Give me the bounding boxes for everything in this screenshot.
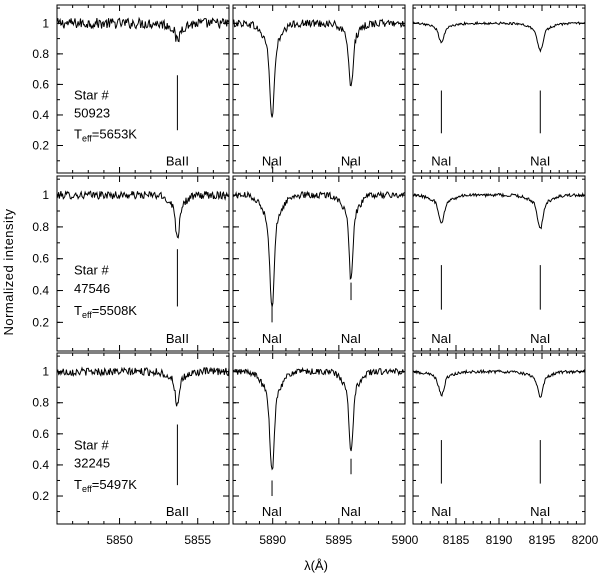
x-tick-label: 5850 [106,533,133,547]
y-tick-label: 0.8 [32,47,49,61]
x-tick-label: 5855 [184,533,211,547]
line-label: NaI [431,504,451,519]
y-tick-label: 1 [42,188,49,202]
spectrum-line [56,190,230,239]
y-tick-label: 1 [42,16,49,30]
star-teff: Teff=5508K [74,303,137,320]
y-tick-label: 0.8 [32,396,49,410]
line-label: NaI [262,331,282,346]
panel-frame [56,175,230,352]
panel-frame [412,175,586,352]
spectrum-line [56,16,230,43]
y-tick-label: 0.4 [32,108,49,122]
line-label: BaII [166,153,189,168]
star-label: Star # [74,263,109,278]
line-label: NaI [341,153,361,168]
star-teff: Teff=5497K [74,477,137,494]
spectrum-line [412,20,586,53]
line-label: NaI [530,331,550,346]
panel-frame [232,352,406,525]
line-label: NaI [530,153,550,168]
star-id: 32245 [74,455,110,470]
panel-frame [232,175,406,352]
y-tick-label: 0.8 [32,220,49,234]
x-tick-label: 5900 [392,533,419,547]
y-tick-label: 0.2 [32,139,49,153]
y-tick-label: 1 [42,365,49,379]
x-tick-label: 8185 [443,533,470,547]
y-tick-label: 0.4 [32,284,49,298]
line-label: BaII [166,504,189,519]
x-axis-label: λ(Å) [304,558,328,573]
panel-2-0: 0.2 0.4 0.6 0.8 1 5850 5855 BaII Star # 32245 Teff… [32,352,230,547]
panel-2-2: 8185 8190 8195 8200 NaI NaI [412,352,599,547]
x-tick-label: 5890 [259,533,286,547]
panel-1-2: NaI NaI [412,175,586,352]
star-label: Star # [74,88,109,103]
panel-frame [412,352,586,525]
panel-0-1: NaI NaI [232,4,406,174]
panel-0-0: 0.2 0.4 0.6 0.8 1 BaII Star # 50923 Teff=5653K [32,4,230,174]
panel-grid: 0.2 0.4 0.6 0.8 1 BaII Star # 50923 Teff=5653K Na… [32,4,599,547]
line-label: NaI [262,504,282,519]
panel-1-1: NaI NaI [232,175,406,352]
panel-0-2: NaI NaI [412,4,586,174]
star-id: 50923 [74,105,110,120]
spectrum-line [56,366,230,407]
spectrum-line [232,18,406,118]
y-tick-label: 0.6 [32,427,49,441]
spectrum-line [232,366,406,471]
panel-2-1: 5890 5895 5900 NaI NaI [232,352,419,547]
star-label: Star # [74,437,109,452]
star-teff: Teff=5653K [74,127,137,144]
y-axis-label: Normalized intensity [1,208,16,335]
y-tick-label: 0.2 [32,489,49,503]
line-label: NaI [341,331,361,346]
y-tick-label: 0.6 [32,77,49,91]
spectrum-line [412,368,586,398]
panel-frame [56,4,230,174]
panel-frame [56,352,230,525]
line-label: BaII [166,331,189,346]
y-tick-label: 0.4 [32,458,49,472]
line-label: NaI [530,504,550,519]
line-label: NaI [431,153,451,168]
panel-1-0: 0.2 0.4 0.6 0.8 1 BaII Star # 47546 Teff=5508K [32,175,230,352]
y-tick-label: 0.6 [32,252,49,266]
x-tick-label: 5895 [325,533,352,547]
x-tick-label: 8200 [572,533,599,547]
line-label: NaI [341,504,361,519]
spectrum-line [412,192,586,230]
spectrum-line [232,190,406,307]
panel-frame [232,4,406,174]
line-label: NaI [262,153,282,168]
y-tick-label: 0.2 [32,315,49,329]
x-tick-label: 8190 [486,533,513,547]
panel-frame [412,4,586,174]
star-id: 47546 [74,281,110,296]
x-tick-label: 8195 [529,533,556,547]
line-label: NaI [431,331,451,346]
